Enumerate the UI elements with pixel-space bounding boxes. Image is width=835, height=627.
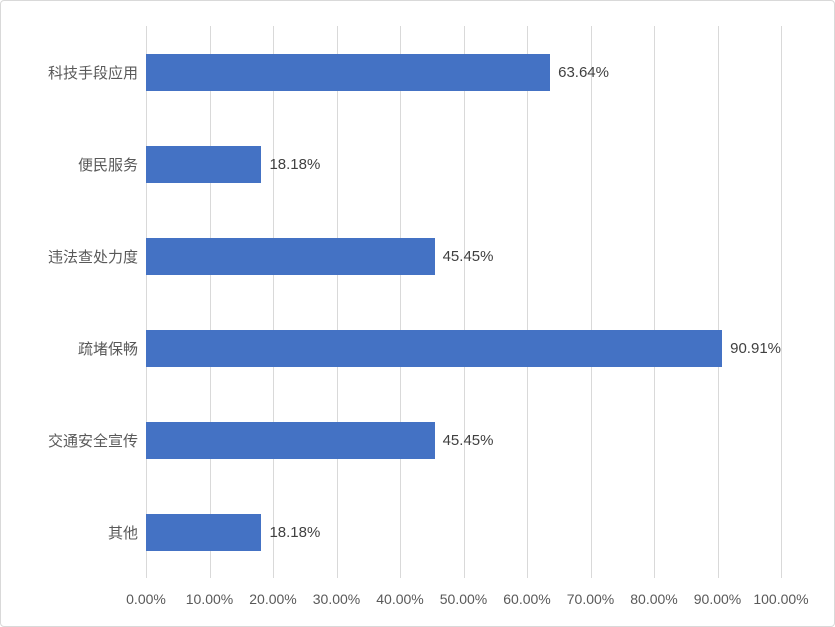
bar-row: 疏堵保畅 90.91% [1,302,781,394]
bar-row: 违法查处力度 45.45% [1,210,781,302]
gridline [209,26,211,578]
x-tick-label: 30.00% [312,591,361,607]
bar [146,145,262,183]
gridline [590,26,592,578]
x-axis: 0.00% 10.00% 20.00% 30.00% 40.00% 50.00% 60.00… [126,578,808,618]
category-label: 科技手段应用 [47,64,138,82]
value-label: 90.91% [730,339,781,357]
gridline [654,26,655,578]
bar [146,421,435,459]
value-label: 63.64% [558,63,609,81]
bar-track: 18.18% [146,118,781,210]
bar-row: 便民服务 18.18% [1,118,781,210]
gridline [273,26,274,578]
bar [146,329,723,367]
gridline [146,26,147,578]
gridline [527,26,528,578]
bar-track: 45.45% [146,210,781,302]
bar-track: 18.18% [146,486,781,578]
x-tick-label: 40.00% [376,591,424,607]
x-tick-label: 70.00% [566,591,615,607]
gridline [463,26,465,578]
category-label: 违法查处力度 [47,248,138,266]
gridlines [146,26,782,578]
category-label: 其他 [107,524,138,542]
value-label: 45.45% [442,247,494,265]
gridline [781,26,782,578]
x-tick-label: 80.00% [630,591,678,607]
category-label: 交通安全宣传 [47,432,138,450]
category-label: 便民服务 [77,156,138,174]
bar-row: 交通安全宣传 45.45% [1,394,781,486]
bar [146,237,435,275]
value-label: 18.18% [269,155,321,173]
bar [146,53,551,91]
x-tick-label: 50.00% [439,591,488,607]
bar-track: 90.91% [146,302,781,394]
gridline [400,26,401,578]
bar-track: 45.45% [146,394,781,486]
bar-row: 科技手段应用 63.64% [1,26,781,118]
gridline [717,26,719,578]
x-tick-label: 0.00% [126,591,166,607]
gridline [336,26,338,578]
x-tick-label: 10.00% [185,591,234,607]
category-label: 疏堵保畅 [77,340,138,358]
value-label: 18.18% [269,523,321,541]
plot-area: 科技手段应用 63.64% 便民服务 18.18% 违法查处力度 45.45% … [1,26,781,578]
bar [146,513,262,551]
bar-row: 其他 18.18% [1,486,781,578]
x-tick-label: 60.00% [503,591,551,607]
value-label: 45.45% [442,431,494,449]
x-tick-label: 20.00% [249,591,297,607]
bar-track: 63.64% [146,26,781,118]
x-tick-label: 100.00% [753,591,809,607]
x-tick-label: 90.00% [693,591,742,607]
